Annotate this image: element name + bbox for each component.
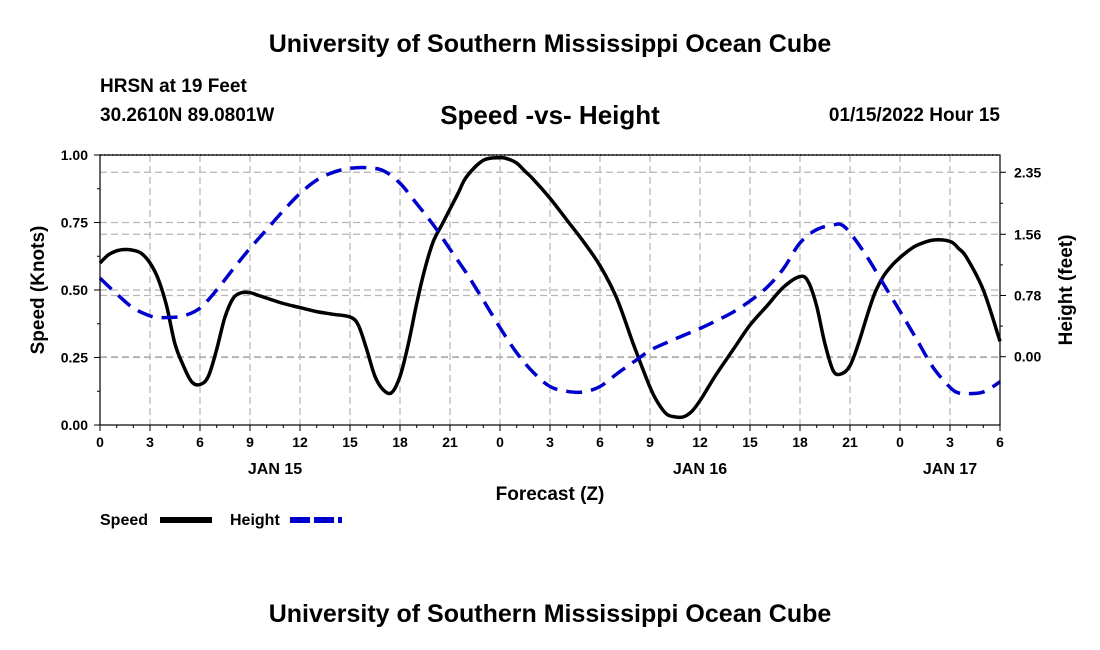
- x-tick-label: 15: [342, 434, 358, 450]
- y2-tick-label: 0.00: [1014, 349, 1041, 365]
- legend-height-label: Height: [230, 512, 280, 529]
- x-tick-label: 9: [246, 434, 254, 450]
- x-tick-label: 9: [646, 434, 654, 450]
- footer-title: University of Southern Mississippi Ocean…: [268, 600, 832, 628]
- x-tick-label: 6: [196, 434, 204, 450]
- grid-layer: [100, 155, 1000, 425]
- y-tick-label: 1.00: [61, 147, 88, 163]
- day-label: JAN 17: [923, 461, 977, 478]
- x-tick-label: 12: [692, 434, 708, 450]
- x-tick-label: 6: [996, 434, 1004, 450]
- x-tick-label: 0: [496, 434, 504, 450]
- x-tick-label: 18: [792, 434, 808, 450]
- chart-title: Speed -vs- Height: [440, 100, 660, 130]
- series-line-height: [98, 165, 1001, 396]
- x-axis-label: Forecast (Z): [496, 484, 605, 505]
- x-tick-label: 12: [292, 434, 308, 450]
- y2-tick-label: 0.78: [1014, 287, 1041, 303]
- x-tick-label: 6: [596, 434, 604, 450]
- day-label: JAN 15: [248, 461, 302, 478]
- x-tick-label: 21: [442, 434, 458, 450]
- x-tick-label: 15: [742, 434, 758, 450]
- forecast-timestamp: 01/15/2022 Hour 15: [828, 105, 1000, 126]
- y2-tick-label: 2.35: [1014, 164, 1041, 180]
- y-tick-label: 0.50: [61, 282, 88, 298]
- series-line-speed: [98, 155, 1002, 420]
- x-tick-label: 0: [96, 434, 104, 450]
- station-label: HRSN at 19 Feet: [100, 76, 247, 97]
- x-tick-label: 3: [146, 434, 154, 450]
- y-axis-label-height: Height (feet): [1056, 235, 1077, 346]
- station-coordinates: 30.2610N 89.0801W: [100, 105, 275, 126]
- y2-tick-label: 1.56: [1014, 226, 1041, 242]
- x-tick-label: 3: [546, 434, 554, 450]
- main-title: University of Southern Mississippi Ocean…: [268, 30, 832, 58]
- series-layer: [98, 155, 1002, 420]
- legend: Speed Height: [100, 512, 342, 529]
- y-axis-label-speed: Speed (Knots): [28, 226, 49, 355]
- legend-speed-label: Speed: [100, 512, 148, 529]
- x-tick-label: 18: [392, 434, 408, 450]
- y-tick-label: 0.75: [61, 215, 88, 231]
- x-tick-label: 0: [896, 434, 904, 450]
- day-label: JAN 16: [673, 461, 727, 478]
- y-tick-label: 0.00: [61, 417, 88, 433]
- axes-layer: 0 3 6 9 12 15 18 21 0 3 6 9 12 15 18 21 0 3 6 JAN 15 JAN 16 J…: [61, 147, 1042, 478]
- y-tick-label: 0.25: [61, 350, 88, 366]
- x-tick-label: 21: [842, 434, 858, 450]
- x-tick-label: 3: [946, 434, 954, 450]
